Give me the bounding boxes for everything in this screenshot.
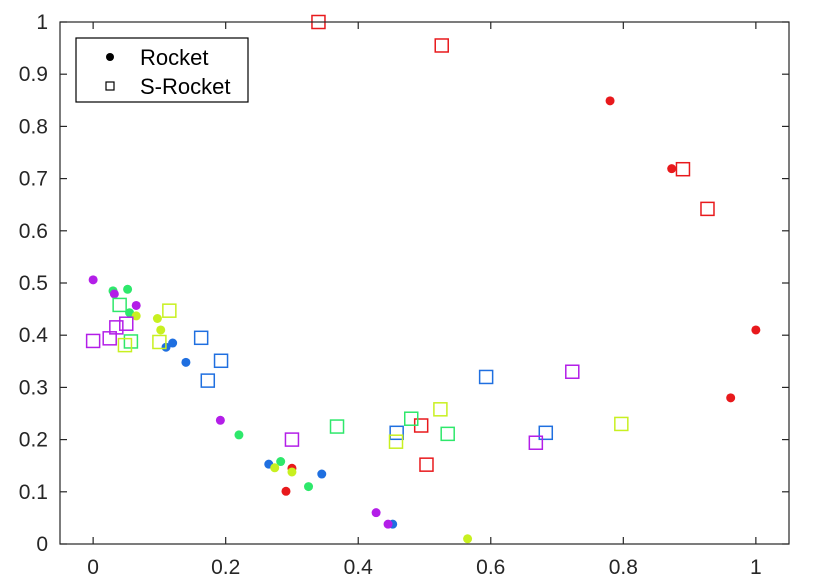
y-tick-label: 0 (36, 533, 48, 556)
legend-dot-marker (106, 53, 114, 61)
s-rocket-point-yellow (152, 334, 167, 350)
s-rocket-point-blue (200, 373, 216, 388)
s-rocket-point-purple (284, 432, 300, 447)
rocket-point-purple (88, 275, 98, 285)
rocket-point-red (667, 164, 677, 174)
s-rocket-point-blue (389, 425, 404, 441)
legend-label-rocket: Rocket (140, 45, 208, 70)
s-rocket-point-green (440, 426, 455, 442)
rocket-point-yellow (270, 463, 280, 473)
y-tick-label: 0.7 (19, 168, 48, 191)
rocket-point-purple (215, 415, 225, 425)
x-tick-label: 1 (750, 556, 762, 579)
s-rocket-point-red (434, 38, 449, 53)
s-rocket-point-yellow (614, 416, 629, 432)
rocket-point-yellow (463, 534, 473, 544)
y-axis: 0 0.1 0.2 0.3 0.4 0.5 0.6 0.7 0.8 0.9 1 (19, 11, 789, 556)
y-tick-label: 0.2 (19, 429, 48, 452)
y-tick-label: 0.5 (19, 272, 48, 295)
s-rocket-point-red (675, 161, 691, 177)
rocket-point-purple (383, 519, 393, 529)
rocket-point-red (726, 393, 736, 403)
s-rocket-point-purple (565, 364, 580, 379)
legend-label-s-rocket: S-Rocket (140, 74, 230, 99)
s-rocket-point-blue (213, 353, 229, 369)
s-rocket-point-yellow (117, 337, 133, 353)
x-axis: 0 0.2 0.4 0.6 0.8 1 (87, 22, 762, 579)
x-tick-label: 0.2 (211, 556, 240, 579)
y-tick-label: 0.3 (19, 376, 48, 399)
y-tick-label: 1 (36, 11, 48, 34)
rocket-point-purple (131, 300, 141, 310)
s-rocket-point-green (329, 419, 345, 434)
rocket-point-green (234, 430, 244, 440)
s-rocket-point-yellow (162, 303, 177, 318)
rocket-point-purple (371, 508, 381, 518)
x-tick-label: 0.4 (344, 556, 374, 579)
rocket-point-green (123, 284, 133, 294)
s-rocket-point-blue (193, 330, 209, 346)
y-tick-label: 0.8 (19, 115, 48, 138)
s-rocket-point-purple (528, 435, 544, 450)
s-rocket-point-purple (119, 316, 134, 331)
rocket-point-blue (168, 338, 178, 348)
rocket-point-red (281, 486, 291, 496)
s-rocket-point-red (700, 201, 715, 217)
legend-square-marker (105, 81, 115, 91)
x-tick-label: 0 (87, 556, 99, 579)
rocket-point-yellow (152, 313, 162, 323)
y-tick-label: 0.9 (19, 63, 48, 86)
y-tick-label: 0.4 (19, 324, 49, 347)
rocket-point-yellow (131, 311, 141, 321)
s-rocket-point-yellow (388, 434, 404, 449)
s-rocket-point-blue (478, 369, 494, 385)
rocket-point-yellow (287, 467, 297, 477)
y-tick-label: 0.6 (19, 220, 48, 243)
legend-box (75, 37, 249, 103)
s-rocket-point-blue (538, 425, 554, 441)
s-rocket-point-purple (85, 333, 101, 349)
x-tick-label: 0.6 (476, 556, 505, 579)
legend: Rocket S-Rocket (75, 37, 249, 103)
chart-marks (85, 14, 761, 544)
s-rocket-point-red (419, 457, 434, 472)
rocket-point-green (304, 482, 314, 492)
rocket-point-blue (181, 357, 191, 367)
rocket-point-red (751, 325, 761, 335)
s-rocket-point-yellow (433, 402, 448, 417)
rocket-point-yellow (156, 325, 166, 335)
rocket-point-green (276, 457, 286, 467)
rocket-point-blue (317, 469, 327, 479)
s-rocket-point-purple (109, 320, 124, 335)
x-tick-label: 0.8 (609, 556, 638, 579)
y-tick-label: 0.1 (19, 481, 48, 504)
rocket-point-red (605, 96, 615, 106)
s-rocket-point-green (112, 297, 127, 313)
rocket-point-purple (109, 289, 119, 299)
s-rocket-point-green (403, 411, 419, 426)
